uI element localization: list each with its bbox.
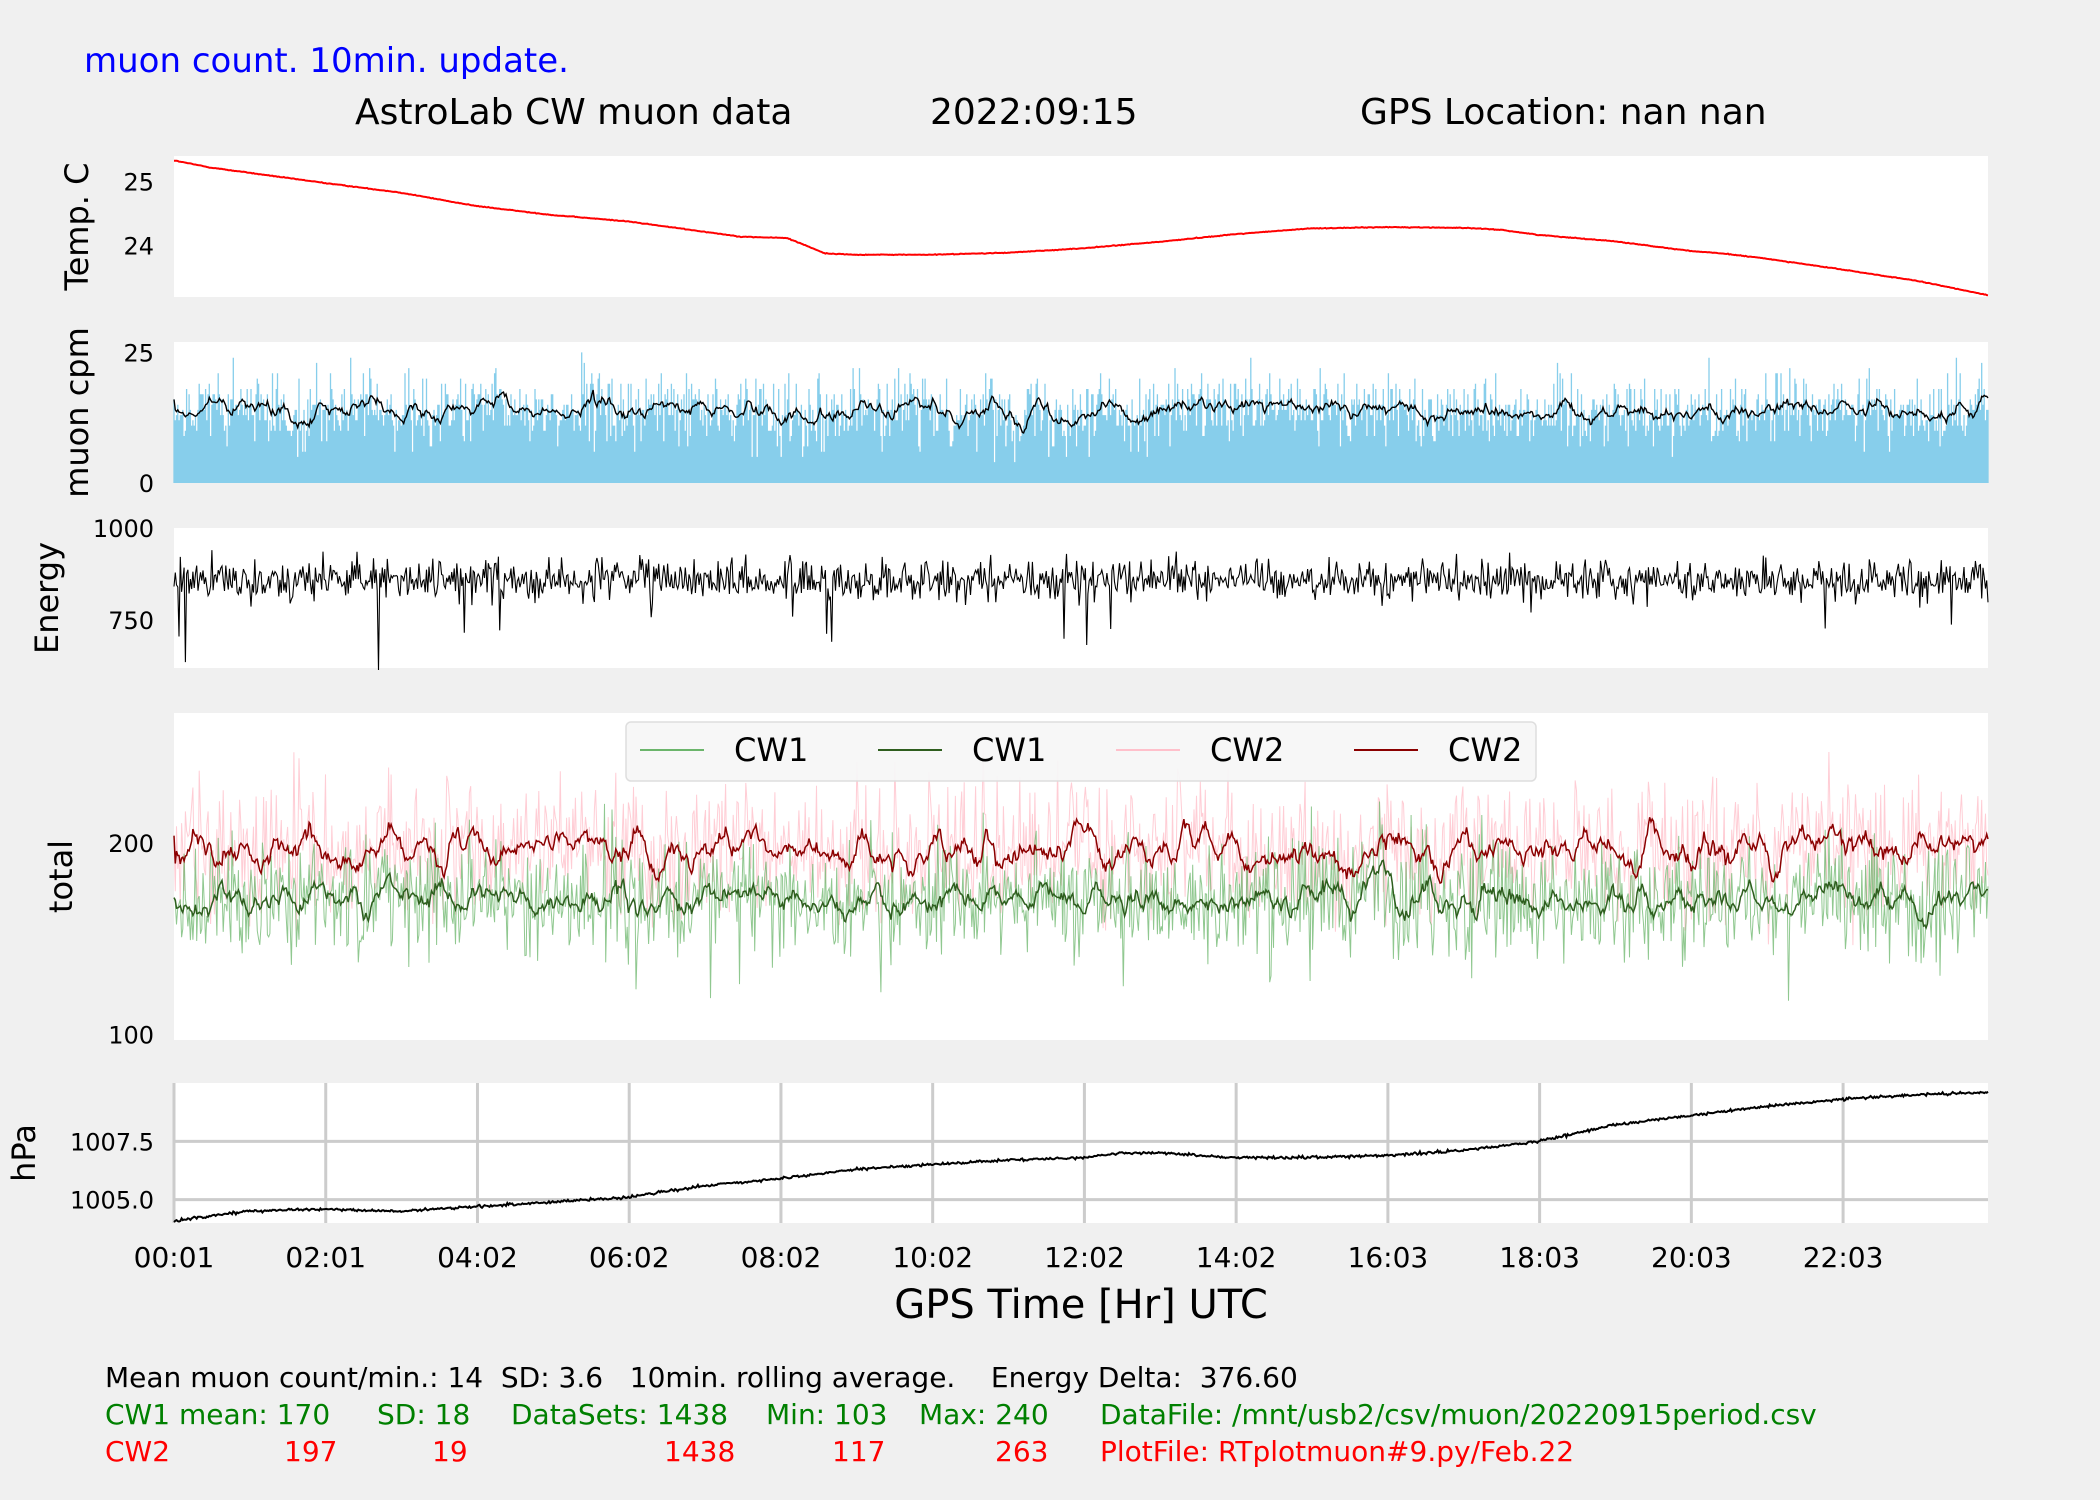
xtick-label: 02:01 — [285, 1241, 366, 1274]
xtick-label: 06:02 — [589, 1241, 670, 1274]
ylabel-energy: Energy — [28, 542, 66, 654]
panel-muon: 0 25 muon cpm — [58, 327, 1989, 498]
xtick-label: 14:02 — [1196, 1241, 1277, 1274]
cw2-min: 117 — [832, 1435, 886, 1468]
cw2-max: 263 — [995, 1435, 1049, 1468]
panel-temp: 24 25 Temp. C — [58, 156, 1989, 297]
plotfile-name: PlotFile: RTplotmuon#9.py/Feb.22 — [1100, 1435, 1575, 1468]
ytick-label-muon: 25 — [123, 339, 154, 367]
plot-area-temp — [174, 156, 1988, 297]
ytick-label-temp: 25 — [123, 169, 154, 197]
ytick-label-energy: 750 — [108, 607, 154, 635]
cw1-min: Min: 103 — [766, 1398, 888, 1431]
energy-line — [173, 550, 1989, 671]
ytick-label-temp: 24 — [123, 233, 154, 261]
chart-date: 2022:09:15 — [930, 92, 1138, 133]
legend-label: CW1 — [972, 731, 1046, 769]
series-line-pressure — [173, 1090, 1989, 1223]
xtick-label: 00:01 — [134, 1241, 215, 1274]
ylabel-temp: Temp. C — [58, 163, 96, 292]
cw1-max: Max: 240 — [919, 1398, 1049, 1431]
chart-gps-location: GPS Location: nan nan — [1360, 92, 1767, 133]
chart-title: AstroLab CW muon data — [355, 92, 792, 133]
legend: CW1 CW1 CW2 CW2 — [625, 721, 1537, 782]
ytick-label-total: 200 — [108, 830, 154, 858]
ylabel-total: total — [42, 840, 80, 913]
panel-energy: 750 1000 Energy — [28, 515, 1989, 671]
stats-line-muon: Mean muon count/min.: 14 SD: 3.6 10min. … — [105, 1361, 1298, 1394]
plot-area-energy — [174, 528, 1988, 668]
cw1-datasets: DataSets: 1438 — [511, 1398, 729, 1431]
muon-rolling-average-line — [173, 389, 1989, 434]
cw1-mean: CW1 mean: 170 — [105, 1398, 331, 1431]
cw2-mean: 197 — [284, 1435, 338, 1468]
legend-label: CW1 — [734, 731, 808, 769]
cw2-label: CW2 — [105, 1435, 171, 1468]
legend-box — [625, 721, 1537, 782]
datafile-path: DataFile: /mnt/usb2/csv/muon/20220915per… — [1100, 1398, 1817, 1431]
ylabel-muon: muon cpm — [58, 327, 96, 498]
ytick-label-pressure: 1005.0 — [70, 1187, 154, 1215]
x-axis-label: GPS Time [Hr] UTC — [894, 1282, 1268, 1328]
chart-subtitle: muon count. 10min. update. — [84, 41, 569, 81]
xtick-label: 22:03 — [1803, 1241, 1884, 1274]
cw2-rolling-line — [173, 817, 1989, 885]
series-line-temp — [174, 159, 1989, 297]
ytick-label-total: 100 — [108, 1021, 154, 1049]
muon-count-bars — [173, 352, 1989, 483]
xtick-label: 20:03 — [1651, 1241, 1732, 1274]
plot-area-pressure — [174, 1083, 1988, 1223]
xtick-label: 18:03 — [1499, 1241, 1580, 1274]
cw2-datasets: 1438 — [664, 1435, 736, 1468]
panel-total: 100 200 total CW1 CW1 CW2 CW2 — [42, 713, 1989, 1049]
ytick-label-pressure: 1007.5 — [70, 1128, 154, 1156]
xtick-label: 10:02 — [892, 1241, 973, 1274]
xtick-label: 04:02 — [437, 1241, 518, 1274]
ylabel-pressure: hPa — [5, 1124, 43, 1182]
ytick-label-energy: 1000 — [93, 515, 154, 543]
panel-pressure: 1005.0 1007.5 hPa — [5, 1083, 1989, 1223]
xtick-label: 08:02 — [741, 1241, 822, 1274]
legend-label: CW2 — [1210, 731, 1284, 769]
ytick-label-muon: 0 — [139, 470, 154, 498]
xtick-label: 16:03 — [1348, 1241, 1429, 1274]
cw1-rolling-line — [173, 859, 1989, 930]
cw1-sd: SD: 18 — [377, 1398, 471, 1431]
legend-label: CW2 — [1448, 731, 1522, 769]
cw2-sd: 19 — [432, 1435, 468, 1468]
xtick-label: 12:02 — [1044, 1241, 1125, 1274]
